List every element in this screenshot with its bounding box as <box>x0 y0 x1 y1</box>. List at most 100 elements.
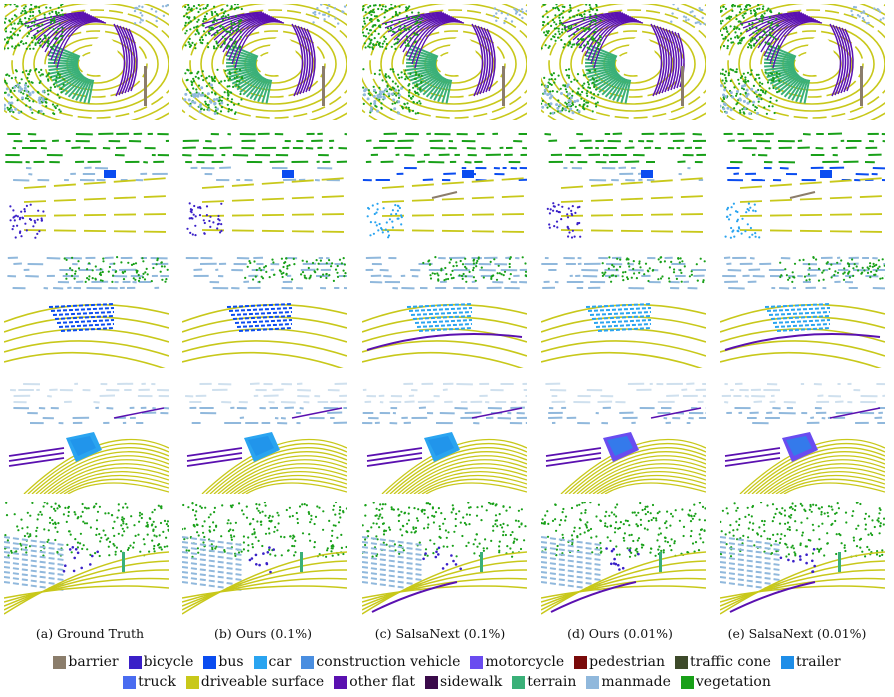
point-cloud-panel <box>182 4 347 120</box>
point-cloud-panel <box>4 502 169 615</box>
caption-ours-0.1: (b) Ours (0.1%) <box>214 626 312 641</box>
point-cloud-panel <box>182 502 347 615</box>
point-cloud-panel <box>545 382 706 494</box>
legend-swatch <box>203 655 217 669</box>
point-cloud-panel <box>182 256 347 368</box>
point-cloud-panel <box>720 256 885 368</box>
legend-item: terrain <box>512 672 576 692</box>
caption-salsanext-0.01: (e) SalsaNext (0.01%) <box>727 626 867 641</box>
legend-label: driveable surface <box>200 674 325 690</box>
segmentation-panel <box>720 378 885 494</box>
legend-label: terrain <box>527 674 577 690</box>
legend-label: traffic cone <box>690 654 771 670</box>
legend-swatch <box>425 675 439 689</box>
segmentation-panel <box>4 4 169 120</box>
point-cloud-panel <box>8 382 169 494</box>
legend-label: bus <box>218 654 244 670</box>
point-cloud-panel <box>541 4 706 120</box>
segmentation-panel <box>362 128 527 244</box>
caption-ground-truth: (a) Ground Truth <box>35 626 145 641</box>
legend-label: construction vehicle <box>316 654 461 670</box>
point-cloud-panel <box>4 4 169 120</box>
segmentation-panel <box>182 378 347 494</box>
legend-item: barrier <box>53 652 119 672</box>
point-cloud-panel <box>544 132 706 239</box>
legend-swatch <box>675 655 689 669</box>
legend-label: sidewalk <box>440 674 503 690</box>
legend-label: truck <box>138 674 176 690</box>
segmentation-panel <box>541 252 706 368</box>
point-cloud-panel <box>720 502 885 615</box>
class-legend: barrier bicycle bus car construction vehicle… <box>0 652 894 692</box>
legend-label: other flat <box>349 674 416 690</box>
point-cloud-panel <box>541 502 706 615</box>
legend-label: car <box>268 654 292 670</box>
legend-item: bicycle <box>128 652 193 672</box>
segmentation-panel <box>720 502 885 618</box>
segmentation-panel <box>541 128 706 244</box>
caption-salsanext-0.1: (c) SalsaNext (0.1%) <box>374 626 506 641</box>
legend-label: motorcycle <box>485 654 565 670</box>
point-cloud-panel <box>182 132 347 237</box>
legend-item: manmade <box>586 672 671 692</box>
legend-swatch <box>301 655 315 669</box>
segmentation-panel <box>541 502 706 618</box>
point-cloud-panel <box>5 132 169 239</box>
point-cloud-panel <box>4 256 169 368</box>
legend-item: traffic cone <box>675 652 771 672</box>
caption-ours-0.01: (d) Ours (0.01%) <box>567 626 673 641</box>
segmentation-figure-grid <box>4 4 885 618</box>
legend-swatch <box>185 675 199 689</box>
legend-label: barrier <box>68 654 119 670</box>
legend-swatch <box>470 655 484 669</box>
segmentation-panel <box>362 252 527 368</box>
legend-swatch <box>334 675 348 689</box>
point-cloud-panel <box>362 502 527 615</box>
point-cloud-panel <box>723 132 885 239</box>
segmentation-panel <box>720 128 885 244</box>
segmentation-panel <box>362 4 527 120</box>
segmentation-panel <box>4 252 169 368</box>
legend-swatch <box>253 655 267 669</box>
legend-item: other flat <box>334 672 415 692</box>
segmentation-panel <box>182 4 347 120</box>
legend-label: manmade <box>601 674 671 690</box>
segmentation-panel <box>182 502 347 618</box>
legend-swatch <box>780 655 794 669</box>
point-cloud-panel <box>362 4 527 120</box>
legend-item: pedestrian <box>574 652 665 672</box>
legend-row: barrier bicycle bus car construction vehicle… <box>0 652 894 672</box>
legend-item: vegetation <box>680 672 771 692</box>
point-cloud-panel <box>362 132 527 239</box>
legend-swatch <box>512 675 526 689</box>
legend-label: vegetation <box>695 674 771 690</box>
point-cloud-panel <box>362 256 527 368</box>
segmentation-panel <box>541 378 706 494</box>
point-cloud-panel <box>185 382 347 494</box>
point-cloud-panel <box>720 4 885 120</box>
legend-swatch <box>586 675 600 689</box>
legend-item: bus <box>203 652 244 672</box>
legend-item: motorcycle <box>470 652 564 672</box>
legend-swatch <box>574 655 588 669</box>
segmentation-panel <box>541 4 706 120</box>
legend-swatch <box>123 675 137 689</box>
segmentation-panel <box>4 502 169 618</box>
legend-swatch <box>128 655 142 669</box>
legend-item: driveable surface <box>185 672 325 692</box>
segmentation-panel <box>182 252 347 368</box>
legend-label: pedestrian <box>589 654 666 670</box>
point-cloud-panel <box>362 382 527 494</box>
legend-swatch <box>53 655 67 669</box>
segmentation-panel <box>720 4 885 120</box>
legend-item: trailer <box>780 652 841 672</box>
legend-item: truck <box>123 672 176 692</box>
point-cloud-panel <box>721 382 885 494</box>
segmentation-panel <box>720 252 885 368</box>
legend-item: construction vehicle <box>301 652 460 672</box>
segmentation-panel <box>362 502 527 618</box>
segmentation-panel <box>182 128 347 244</box>
legend-row: truck driveable surface other flat sidewalk… <box>0 672 894 692</box>
segmentation-panel <box>4 378 169 494</box>
legend-swatch <box>680 675 694 689</box>
